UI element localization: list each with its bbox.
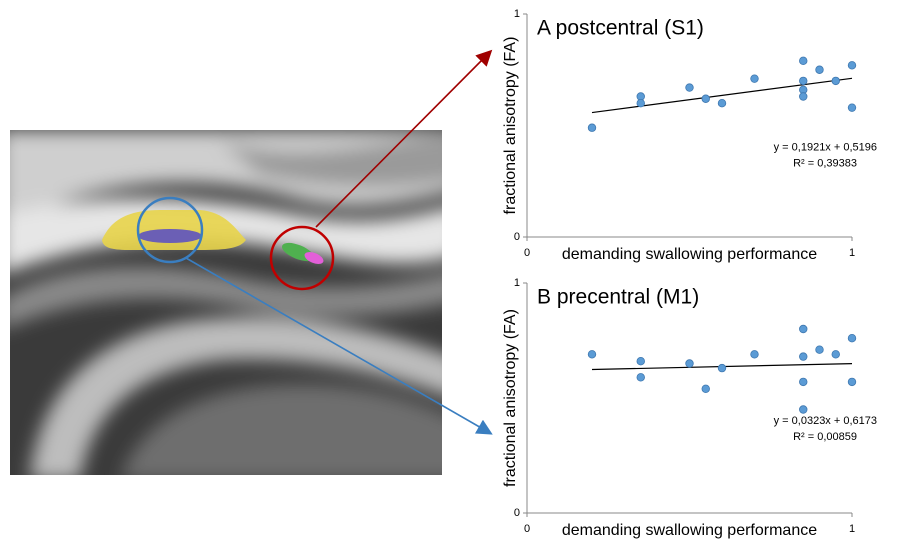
data-point (799, 406, 807, 414)
y-axis-label: fractional anisotropy (FA) (502, 37, 519, 215)
data-point (816, 66, 824, 74)
data-point (702, 385, 710, 393)
data-point (799, 77, 807, 85)
data-point (799, 325, 807, 333)
data-point (848, 61, 856, 69)
data-point (686, 84, 694, 92)
page: {"chart_data": [ {"type": "scatter", "ti… (0, 0, 906, 543)
data-point (848, 104, 856, 112)
data-point (718, 364, 726, 372)
data-point (718, 99, 726, 107)
data-point (686, 360, 694, 368)
data-point (588, 124, 596, 132)
y-tick-label: 0 (514, 231, 520, 243)
brain-image (0, 130, 460, 480)
x-axis-label: demanding swallowing performance (562, 246, 817, 263)
x-tick-label: 1 (849, 247, 855, 259)
data-point (637, 374, 645, 382)
trendline-equation: y = 0,0323x + 0,6173 (774, 415, 877, 427)
x-tick-label: 0 (524, 523, 530, 535)
trendline-r2: R² = 0,00859 (793, 431, 857, 443)
data-point (832, 351, 840, 359)
data-point (799, 353, 807, 361)
data-point (751, 75, 759, 83)
data-point (637, 99, 645, 107)
data-point (799, 378, 807, 386)
data-point (588, 351, 596, 359)
y-tick-label: 1 (514, 277, 520, 289)
figure: 0 1 0 1 A postcentral (S1) demanding swallowi… (0, 0, 906, 543)
trendline-r2: R² = 0,39383 (793, 158, 857, 170)
data-point (751, 351, 759, 359)
data-point (832, 77, 840, 85)
trendline-equation: y = 0,1921x + 0,5196 (774, 142, 877, 154)
y-axis-label: fractional anisotropy (FA) (502, 309, 519, 487)
data-point (637, 357, 645, 365)
x-tick-label: 1 (849, 523, 855, 535)
data-point (799, 93, 807, 101)
x-axis-label: demanding swallowing performance (562, 522, 817, 539)
data-point (816, 346, 824, 354)
data-point (702, 95, 710, 103)
data-point (848, 334, 856, 342)
chart-title: A postcentral (S1) (537, 17, 704, 40)
x-tick-label: 0 (524, 247, 530, 259)
trendline (592, 78, 852, 112)
data-point (799, 57, 807, 65)
data-point (848, 378, 856, 386)
y-tick-label: 1 (514, 8, 520, 20)
y-tick-label: 0 (514, 507, 520, 519)
chart-title: B precentral (M1) (537, 286, 699, 309)
